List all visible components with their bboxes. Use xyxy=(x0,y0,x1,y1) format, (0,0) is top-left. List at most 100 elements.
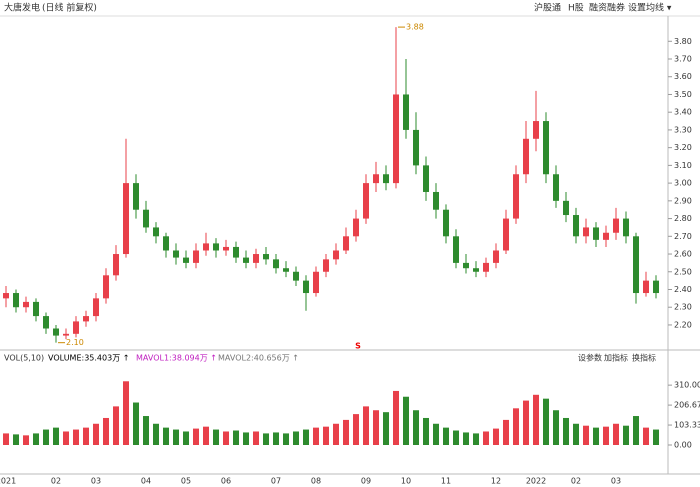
candle-body xyxy=(453,236,459,263)
y-tick-label: 2.90 xyxy=(674,196,692,205)
candle-body xyxy=(163,236,169,251)
candle-body xyxy=(313,271,319,294)
candle-body xyxy=(303,280,309,294)
candle-body xyxy=(143,209,149,228)
y-tick-label: 2.80 xyxy=(674,214,692,223)
legend-entry: MAVOL1:38.094万 ↑ xyxy=(136,354,217,363)
volume-bar xyxy=(3,433,9,445)
x-tick-label: 2021 xyxy=(0,477,16,486)
y-tick-label: 103.33 xyxy=(674,421,700,430)
candle-body xyxy=(173,250,179,258)
header-link[interactable]: 设置均线 ▾ xyxy=(628,2,672,14)
header-link[interactable]: 沪股通 xyxy=(534,2,561,14)
volume-bar xyxy=(493,428,499,445)
volume-bar xyxy=(413,410,419,445)
indicator-button[interactable]: 设参数 xyxy=(578,353,602,363)
candle-body xyxy=(113,254,119,276)
volume-bar xyxy=(303,429,309,445)
y-tick-label: 2.30 xyxy=(674,303,692,312)
volume-bar xyxy=(483,431,489,445)
candle-body xyxy=(353,218,359,237)
x-tick-label: 2022 xyxy=(526,477,546,486)
volume-bar xyxy=(333,423,339,445)
candle-body xyxy=(473,268,479,272)
candle-body xyxy=(623,218,629,237)
candle-body xyxy=(393,94,399,184)
candle-body xyxy=(223,246,229,251)
candle-body xyxy=(343,236,349,251)
candle-body xyxy=(243,257,249,263)
volume-bar xyxy=(173,429,179,445)
candle-body xyxy=(563,200,569,216)
candle-body xyxy=(73,321,79,334)
volume-bar xyxy=(183,431,189,445)
volume-bar xyxy=(403,396,409,445)
candle-body xyxy=(533,121,539,139)
candle-body xyxy=(523,138,529,175)
signal-marker: S xyxy=(355,342,361,351)
volume-bar xyxy=(573,423,579,445)
volume-bar xyxy=(73,429,79,445)
candle-body xyxy=(403,94,409,130)
candle-body xyxy=(13,293,19,308)
x-tick-label: 02 xyxy=(51,477,61,486)
y-tick-label: 3.80 xyxy=(674,37,692,46)
candle-body xyxy=(513,174,519,219)
volume-bar xyxy=(463,432,469,445)
candle-body xyxy=(133,183,139,210)
volume-bar xyxy=(113,406,119,445)
candle-body xyxy=(273,259,279,269)
candle-body xyxy=(423,165,429,192)
candle-body xyxy=(193,250,199,263)
volume-bar xyxy=(243,432,249,445)
volume-bar xyxy=(143,416,149,445)
candle-body xyxy=(593,227,599,240)
y-tick-label: 3.20 xyxy=(674,143,692,152)
candle-body xyxy=(553,174,559,201)
candle-body xyxy=(433,191,439,210)
volume-bar xyxy=(343,419,349,445)
candle-body xyxy=(63,333,69,336)
candle-body xyxy=(103,275,109,299)
volume-bar xyxy=(353,414,359,445)
candle-body xyxy=(123,183,129,255)
candle-body xyxy=(373,174,379,184)
y-tick-label: 3.30 xyxy=(674,125,692,134)
volume-bar xyxy=(643,427,649,445)
volume-bar xyxy=(603,426,609,445)
candle-body xyxy=(493,250,499,263)
volume-bar xyxy=(423,417,429,445)
volume-bar xyxy=(123,381,129,445)
candle-body xyxy=(43,316,49,329)
x-tick-label: 03 xyxy=(91,477,101,486)
y-tick-label: 2.40 xyxy=(674,285,692,294)
candle-body xyxy=(213,243,219,251)
volume-bar xyxy=(203,426,209,445)
volume-bar xyxy=(613,423,619,445)
volume-bar xyxy=(43,429,49,445)
indicator-button[interactable]: 换指标 xyxy=(632,353,656,363)
candle-body xyxy=(263,254,269,260)
indicator-button[interactable]: 加指标 xyxy=(604,353,628,363)
x-tick-label: 11 xyxy=(441,477,451,486)
y-tick-label: 3.00 xyxy=(674,179,692,188)
x-tick-label: 02 xyxy=(571,477,581,486)
volume-title: VOL(5,10) xyxy=(4,354,44,363)
low-label: 2.10 xyxy=(66,338,84,347)
volume-bar xyxy=(293,431,299,445)
candle-body xyxy=(293,271,299,281)
volume-bar xyxy=(583,425,589,445)
volume-bar xyxy=(533,394,539,445)
volume-bar xyxy=(83,427,89,445)
candle-body xyxy=(543,121,549,175)
volume-bar xyxy=(223,431,229,445)
volume-bar xyxy=(213,429,219,445)
candle-body xyxy=(83,316,89,322)
header-link[interactable]: 融资融券 xyxy=(589,2,625,14)
y-tick-label: 2.50 xyxy=(674,267,692,276)
header-link[interactable]: H股 xyxy=(568,3,584,14)
x-tick-label: 09 xyxy=(361,477,371,486)
y-tick-label: 3.40 xyxy=(674,108,692,117)
candle-body xyxy=(653,280,659,294)
